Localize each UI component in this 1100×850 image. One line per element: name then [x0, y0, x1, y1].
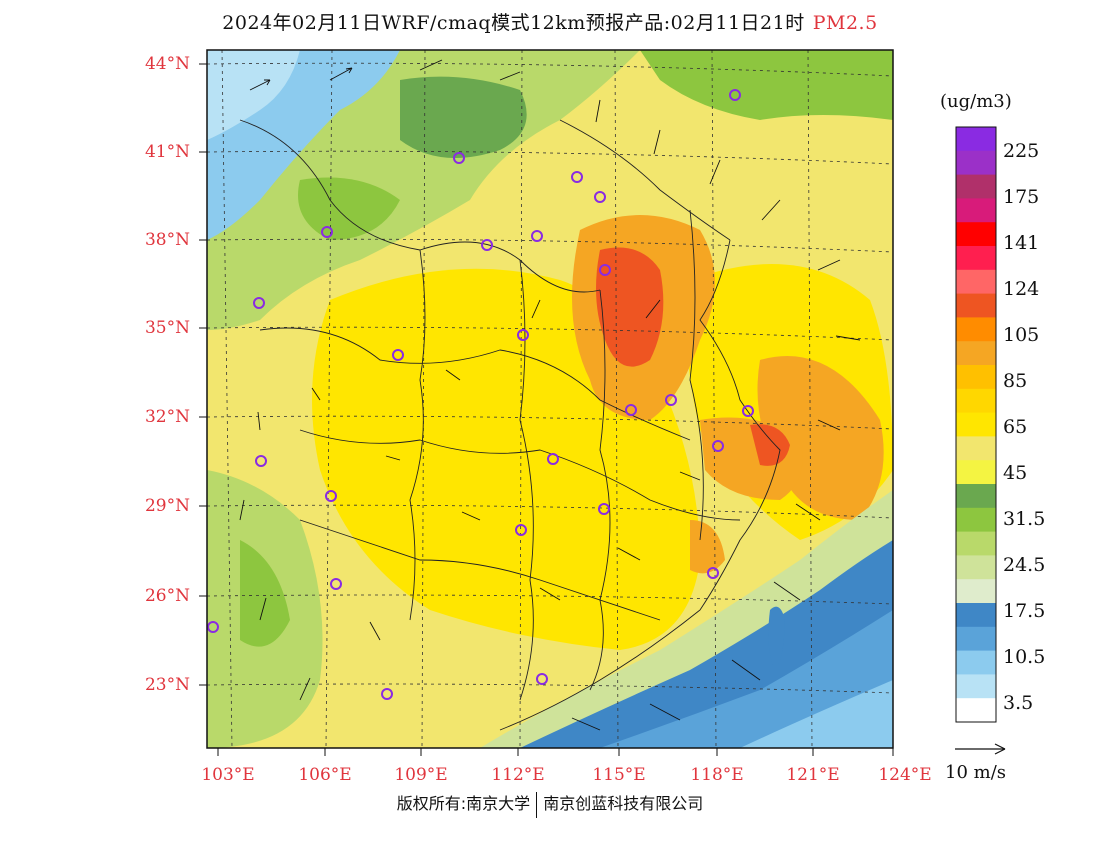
wind-reference-label: 10 m/s [945, 762, 1006, 783]
colorbar-label: 105 [1003, 324, 1040, 346]
map-frame [206, 49, 894, 749]
colorbar-segment [956, 341, 996, 366]
colorbar-frame [955, 126, 997, 723]
colorbar-segment [956, 317, 996, 342]
lat-label-23: 23°N [144, 675, 190, 695]
lon-label-118: 118°E [690, 765, 744, 785]
lat-label-29: 29°N [144, 496, 190, 516]
colorbar-label: 141 [1003, 232, 1040, 254]
copyright: 版权所有:南京大学 南京创蓝科技有限公司 [0, 790, 1100, 818]
colorbar-segment [956, 293, 996, 318]
lat-label-38: 38°N [144, 230, 190, 250]
colorbar-segment [956, 674, 996, 699]
lat-label-44: 44°N [144, 54, 190, 74]
colorbar-segment [956, 246, 996, 271]
colorbar-label: 10.5 [1003, 646, 1046, 668]
wind-reference-arrow [955, 743, 1006, 755]
lat-label-41: 41°N [144, 142, 190, 162]
colorbar-segment [956, 555, 996, 580]
lon-label-106: 106°E [298, 765, 352, 785]
colorbar-segment [956, 603, 996, 628]
lat-label-35: 35°N [144, 318, 190, 338]
colorbar-segment [956, 484, 996, 509]
colorbar-segment [956, 269, 996, 295]
colorbar-label: 225 [1003, 140, 1040, 162]
colorbar-segment [956, 531, 996, 556]
title-main: 2024年02月11日WRF/cmaq模式12km预报产品:02月11日21时 [222, 12, 805, 34]
colorbar-segment [956, 626, 996, 652]
colorbar-label: 85 [1003, 370, 1028, 392]
colorbar-label: 17.5 [1003, 600, 1046, 622]
city-markers [207, 89, 754, 700]
colorbar-units: (ug/m3) [940, 91, 1012, 112]
lon-label-124: 124°E [878, 765, 932, 785]
colorbar-segment [956, 412, 996, 437]
colorbar-segment [956, 150, 996, 176]
lat-ticks [199, 63, 207, 686]
colorbar-label: 175 [1003, 186, 1040, 208]
colorbar-segment [956, 436, 996, 461]
title-pollutant: PM2.5 [812, 12, 878, 34]
lon-ticks [217, 748, 894, 756]
colorbar-segment [956, 365, 996, 390]
colorbar-segment [956, 198, 996, 223]
colorbar-label: 3.5 [1003, 692, 1034, 714]
copyright-right: 南京创蓝科技有限公司 [543, 794, 704, 813]
colorbar-segment [956, 127, 996, 152]
colorbar-label: 124 [1003, 278, 1040, 300]
lon-label-103: 103°E [201, 765, 255, 785]
lat-label-32: 32°N [144, 407, 190, 427]
province-boundaries [239, 119, 781, 731]
colorbar-segment [956, 174, 996, 199]
lon-label-115: 115°E [592, 765, 646, 785]
colorbar-segment [956, 650, 996, 675]
wind-vectors [239, 59, 861, 731]
colorbar-segment [956, 460, 996, 485]
colorbar-label: 31.5 [1003, 508, 1046, 530]
colorbar-segment [956, 579, 996, 604]
lon-label-121: 121°E [786, 765, 840, 785]
colorbar-segment [956, 507, 996, 533]
colorbar [956, 127, 996, 723]
colorbar-segment [956, 698, 996, 723]
lat-label-26: 26°N [144, 586, 190, 606]
colorbar-label: 24.5 [1003, 554, 1046, 576]
lon-label-109: 109°E [394, 765, 448, 785]
colorbar-segment [956, 222, 996, 247]
lon-label-112: 112°E [491, 765, 545, 785]
colorbar-segment [956, 388, 996, 414]
pm25-field [207, 50, 893, 748]
map-title: 2024年02月11日WRF/cmaq模式12km预报产品:02月11日21时 P… [0, 8, 1100, 35]
copyright-separator [536, 791, 538, 818]
copyright-left: 版权所有:南京大学 [396, 794, 531, 813]
colorbar-label: 65 [1003, 416, 1028, 438]
colorbar-label: 45 [1003, 462, 1028, 484]
graticule [207, 50, 893, 748]
